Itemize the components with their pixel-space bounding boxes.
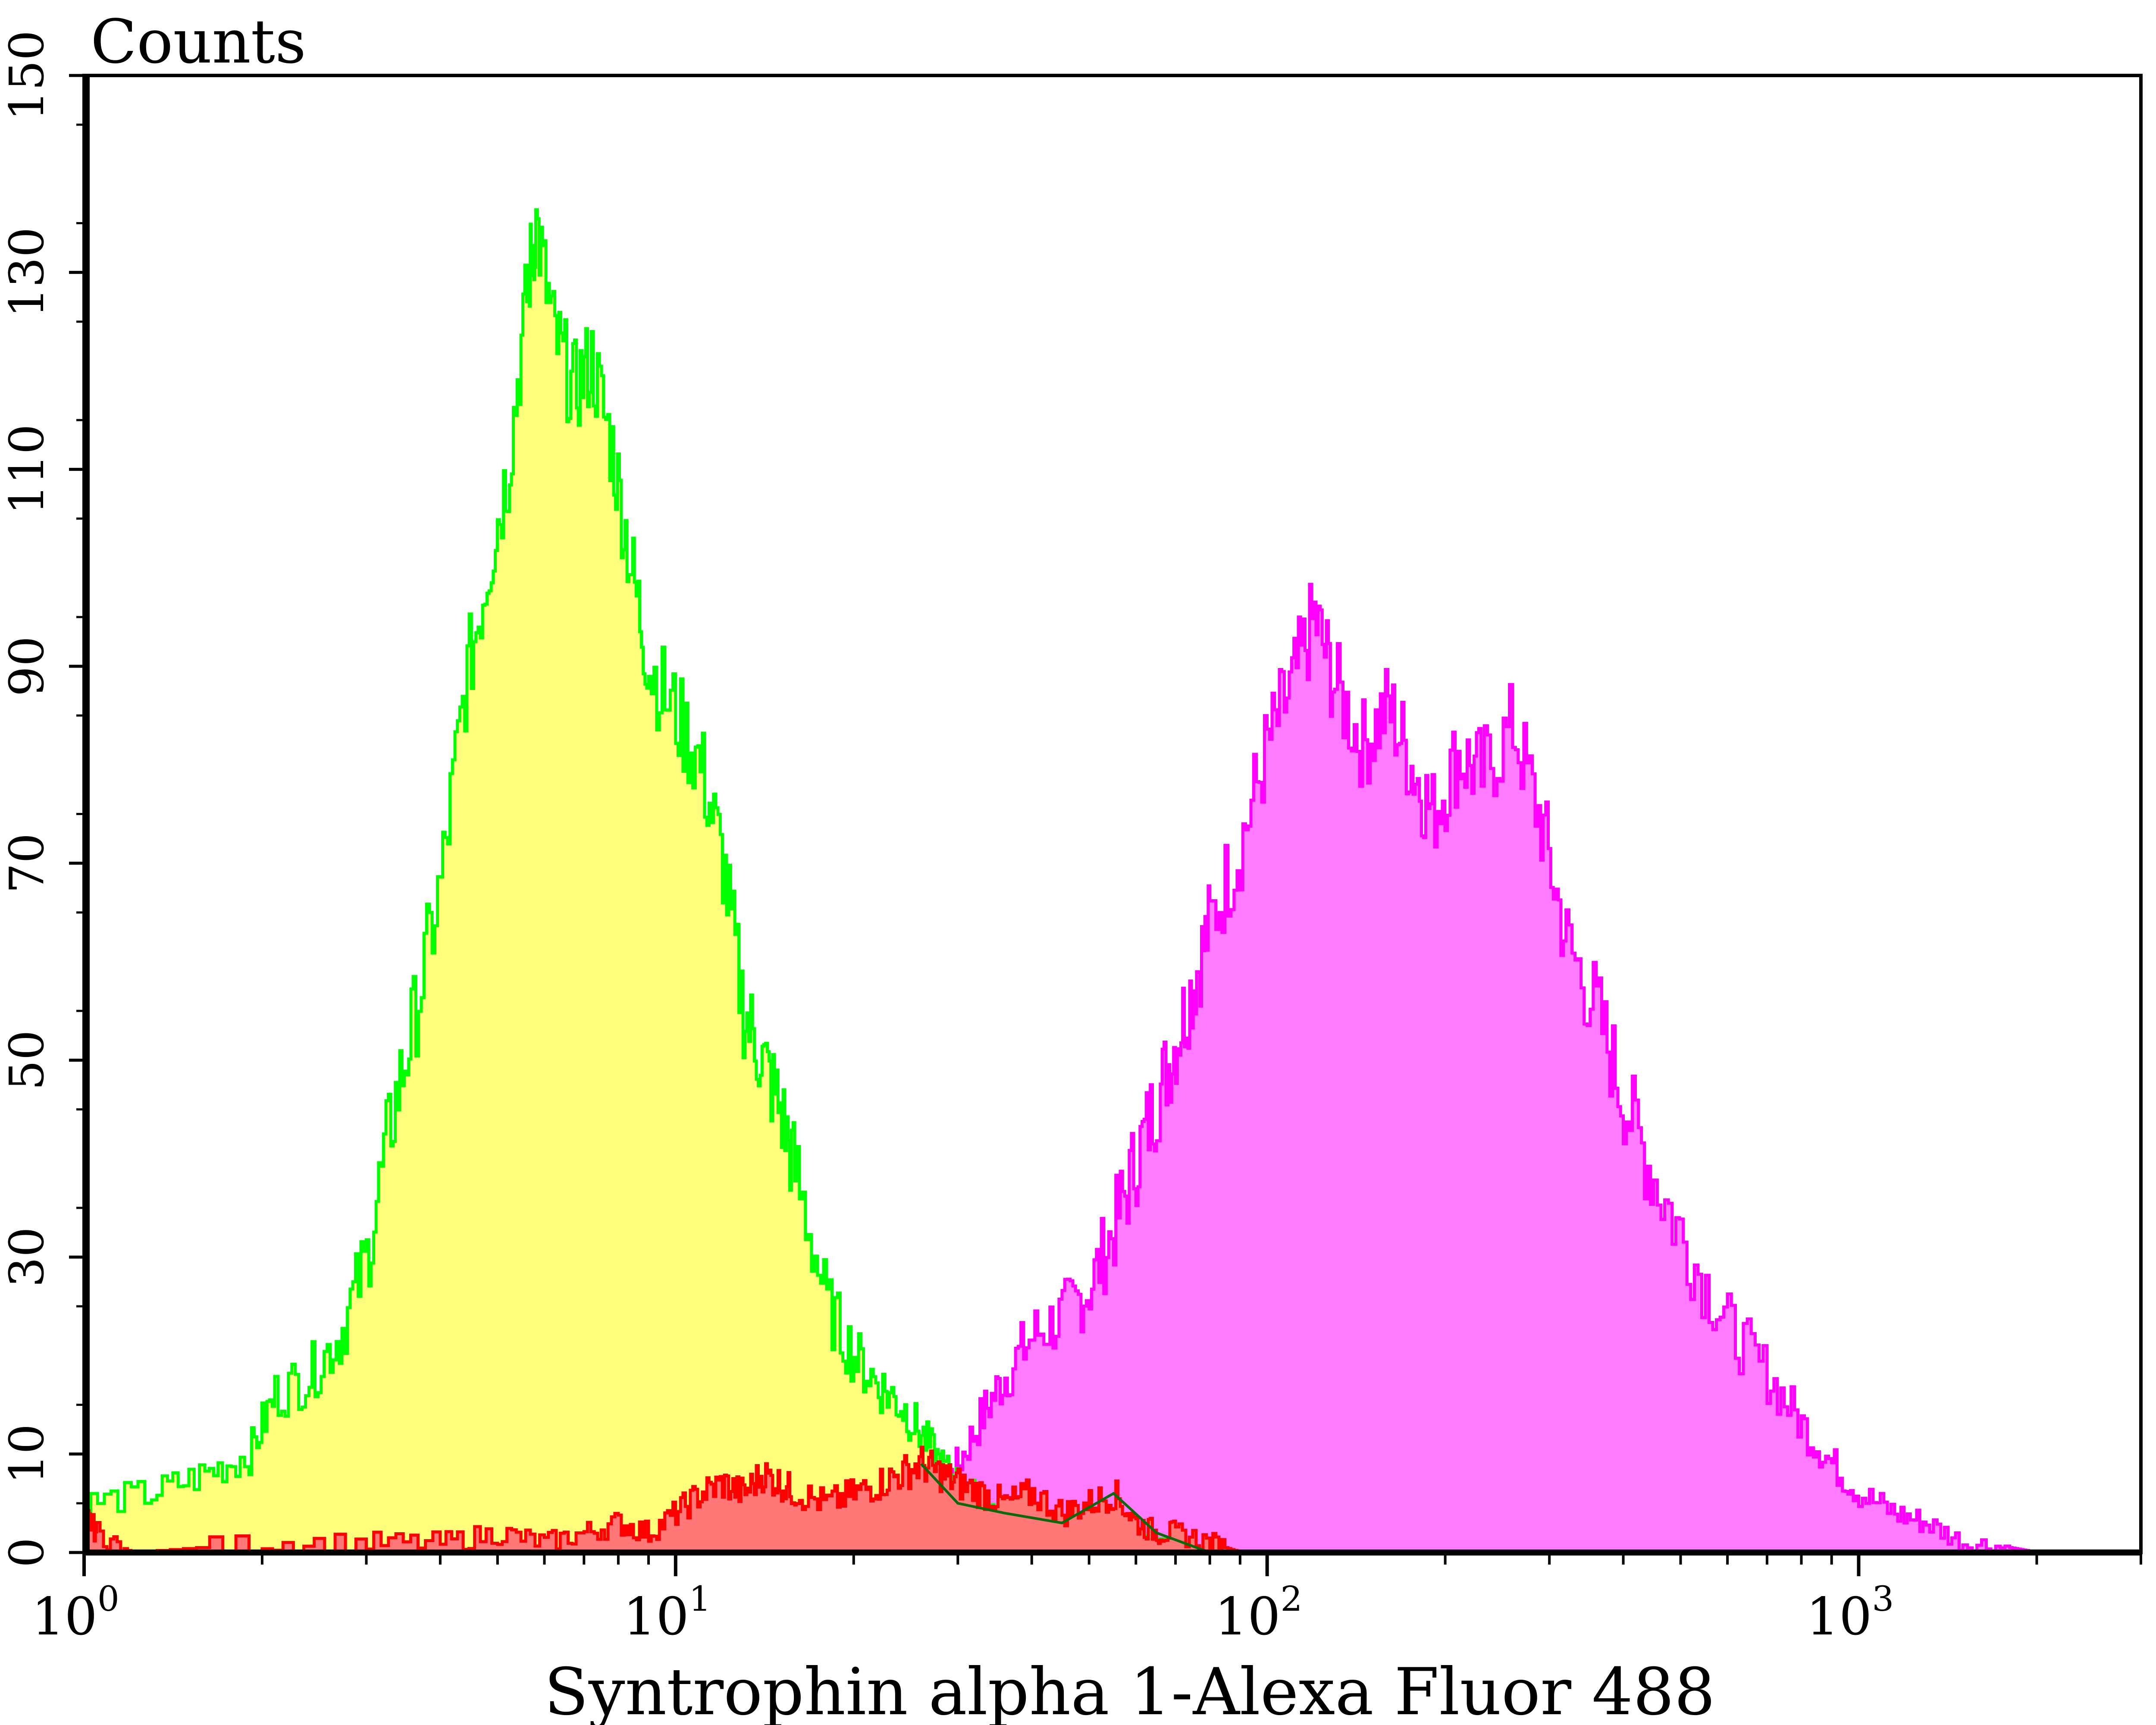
series-layer	[84, 75, 2038, 1554]
y-tick-label: 10	[0, 1424, 54, 1484]
series-2-area	[84, 1447, 1240, 1552]
y-tick-label: 150	[0, 30, 54, 121]
x-axis-title: Syntrophin alpha 1-Alexa Fluor 488	[544, 1655, 1715, 1725]
x-tick-label: 100	[31, 1579, 119, 1647]
y-tick-label: 70	[0, 833, 54, 894]
series-1-outline	[84, 208, 1212, 1554]
y-axis-title: Counts	[91, 7, 306, 77]
y-tick-label: 50	[0, 1030, 54, 1090]
x-tick-label: 102	[1215, 1579, 1303, 1647]
y-tick-label: 90	[0, 636, 54, 696]
x-tick-label: 103	[1806, 1579, 1894, 1647]
overlap-outline	[920, 1463, 1210, 1554]
y-tick-label: 110	[0, 424, 54, 514]
y-tick-label: 30	[0, 1227, 54, 1287]
y-tick-label: 0	[0, 1537, 54, 1568]
series-0-outline	[853, 583, 2038, 1554]
series-2-outline	[84, 1446, 1242, 1554]
series-1-area	[84, 210, 1210, 1553]
y-tick-label: 130	[0, 227, 54, 318]
series-0-area	[853, 584, 2037, 1553]
x-tick-label: 101	[623, 1579, 711, 1647]
